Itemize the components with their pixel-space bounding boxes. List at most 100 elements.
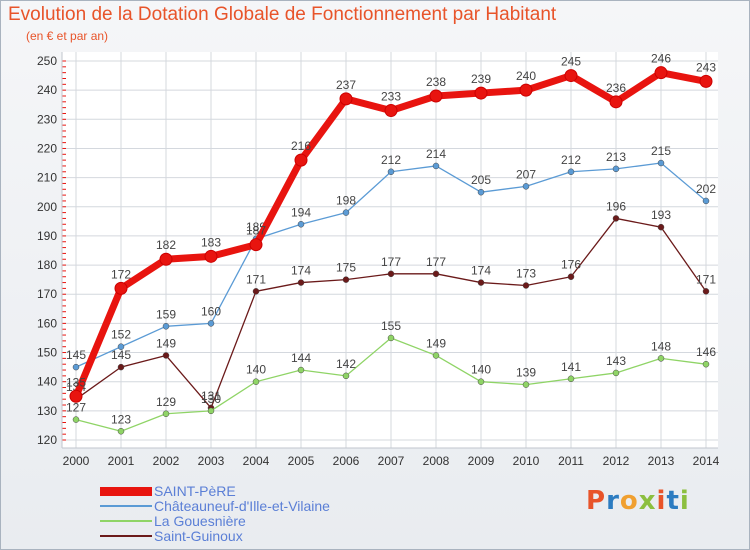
legend-item: Châteauneuf-d'Ille-et-Vilaine [100,498,460,514]
series-point-1 [207,320,215,327]
data-label-3: 177 [381,255,401,269]
data-label-2: 149 [426,336,446,350]
legend-label: La Gouesnière [154,513,246,529]
data-label-3: 196 [606,199,626,213]
series-point-2 [342,372,350,380]
series-point-3 [477,279,485,286]
data-label-2: 143 [606,354,626,368]
data-label-2: 127 [66,401,86,415]
data-label-1: 159 [156,307,176,321]
data-label-2: 146 [696,345,716,359]
data-label-1: 145 [66,348,86,362]
series-point-3 [702,288,710,295]
series-point-1 [567,168,575,176]
series-point-0 [204,249,218,263]
legend-label: SAINT-PèRE [154,483,236,499]
series-point-1 [612,165,620,173]
data-label-2: 155 [381,319,401,333]
data-label-1: 214 [426,147,446,161]
data-label-3: 173 [516,266,536,280]
series-point-3 [342,276,350,283]
series-point-2 [162,410,170,418]
series-point-3 [567,273,575,280]
series-point-2 [567,375,575,383]
data-label-1: 160 [201,304,221,318]
data-label-2: 142 [336,357,356,371]
x-tick-label: 2002 [153,454,180,468]
data-label-2: 144 [291,351,311,365]
data-label-1: 207 [516,167,536,181]
series-point-0 [69,389,83,403]
series-point-0 [474,86,488,100]
series-point-1 [387,168,395,176]
data-label-0: 233 [381,90,401,104]
series-point-0 [249,238,263,252]
legend-swatch [100,520,152,522]
data-label-3: 131 [201,389,221,403]
y-tick-label: 170 [37,287,57,301]
data-label-0: 239 [471,72,491,86]
legend-swatch [100,486,152,496]
data-label-3: 175 [336,261,356,275]
data-label-0: 187 [246,224,266,238]
data-label-3: 171 [696,272,716,286]
data-label-2: 139 [516,366,536,380]
series-point-0 [294,153,308,167]
data-label-1: 152 [111,328,131,342]
series-point-2 [477,378,485,385]
x-tick-label: 2000 [63,454,90,468]
series-point-0 [519,83,533,97]
series-point-2 [117,428,125,435]
series-point-2 [657,355,665,362]
data-label-2: 140 [246,363,266,377]
series-point-2 [702,360,710,368]
x-tick-label: 2003 [198,454,225,468]
x-tick-label: 2010 [513,454,540,468]
series-point-3 [117,363,125,371]
series-point-1 [657,159,665,167]
data-label-1: 215 [651,144,671,158]
data-label-0: 243 [696,60,716,74]
series-point-2 [387,334,395,342]
data-label-2: 141 [561,360,581,374]
y-tick-label: 180 [37,258,57,272]
data-label-3: 171 [246,272,266,286]
series-point-2 [297,366,305,374]
data-label-0: 236 [606,81,626,95]
series-point-3 [252,288,260,295]
data-label-0: 135 [66,375,86,389]
series-point-3 [612,215,620,222]
legend-label: Châteauneuf-d'Ille-et-Vilaine [154,498,330,514]
chart-legend: SAINT-PèRE Châteauneuf-d'Ille-et-Vilaine L… [100,483,460,544]
y-tick-label: 230 [37,112,57,126]
data-label-3: 149 [156,336,176,350]
y-tick-label: 220 [37,141,57,155]
data-label-1: 202 [696,182,716,196]
data-label-1: 198 [336,194,356,208]
series-point-0 [609,95,623,109]
data-label-1: 205 [471,173,491,187]
series-point-0 [429,89,443,103]
proxiti-logo: Proxiti [586,486,690,516]
data-label-1: 194 [291,205,311,219]
x-tick-label: 2006 [333,454,360,468]
data-label-0: 240 [516,69,536,83]
data-label-2: 130 [201,392,221,406]
series-point-1 [477,188,485,196]
series-point-2 [207,407,215,415]
x-tick-label: 2011 [558,454,584,468]
legend-item: La Gouesnière [100,513,460,529]
series-point-1 [297,221,305,228]
series-point-0 [159,252,173,266]
series-point-2 [432,352,440,359]
series-point-1 [522,183,530,190]
data-label-3: 145 [111,348,131,362]
data-label-3: 177 [426,255,446,269]
x-tick-label: 2005 [288,454,315,468]
y-tick-label: 210 [37,171,57,185]
series-point-3 [162,352,170,359]
y-tick-label: 160 [37,316,57,330]
data-label-3: 193 [651,208,671,222]
series-point-1 [342,209,350,216]
